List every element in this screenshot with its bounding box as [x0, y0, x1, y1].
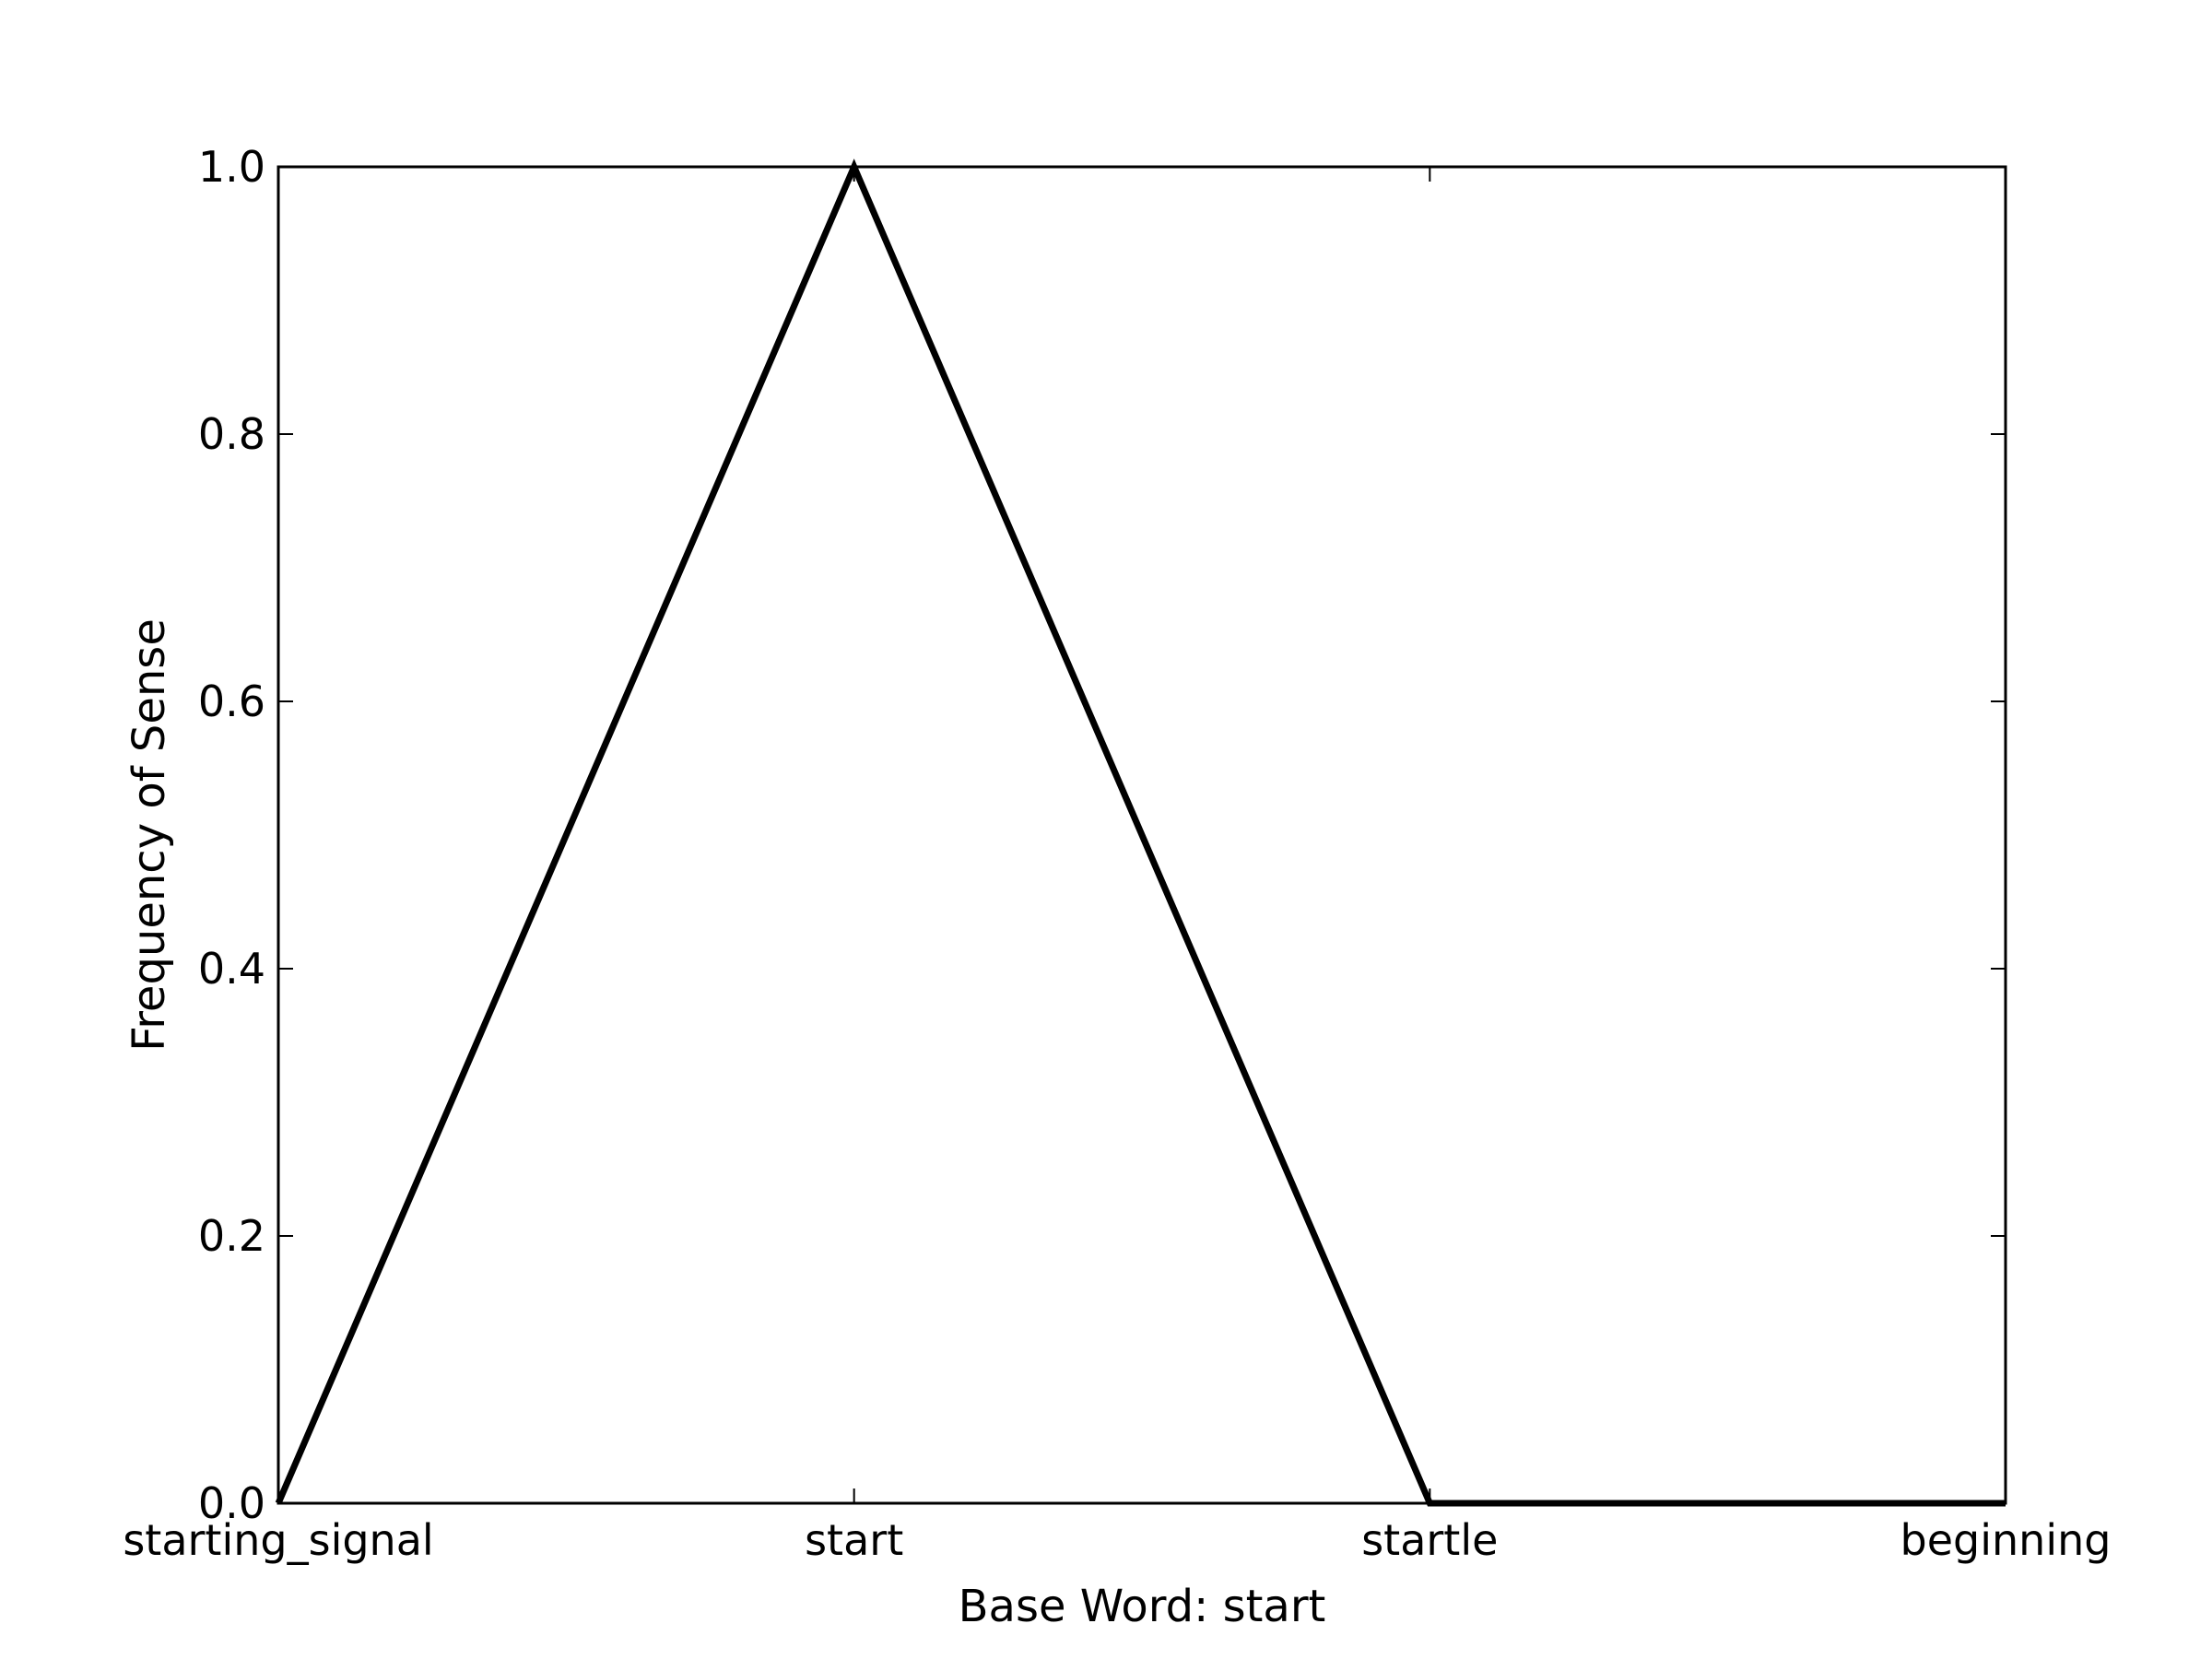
y-tick-label: 0.8 [198, 409, 265, 459]
y-tick-label: 0.2 [198, 1211, 265, 1261]
y-axis-ticks: 0.0 0.2 0.4 0.6 0.8 1.0 [198, 142, 2006, 1528]
y-tick-label: 0.6 [198, 677, 265, 726]
x-tick-label: start [805, 1515, 903, 1565]
x-axis-label: Base Word: start [959, 1581, 1326, 1632]
y-axis-label: Frequency of Sense [124, 618, 175, 1052]
x-axis-ticks: starting_signal start startle beginning [123, 167, 2111, 1565]
y-tick-label: 0.4 [198, 944, 265, 994]
plot-frame [276, 165, 2007, 1505]
x-tick-label: startle [1361, 1515, 1498, 1565]
y-tick-label: 0.0 [198, 1478, 265, 1528]
x-tick-label: beginning [1900, 1515, 2112, 1565]
y-tick-label: 1.0 [198, 142, 265, 192]
x-tick-label: starting_signal [123, 1515, 433, 1565]
